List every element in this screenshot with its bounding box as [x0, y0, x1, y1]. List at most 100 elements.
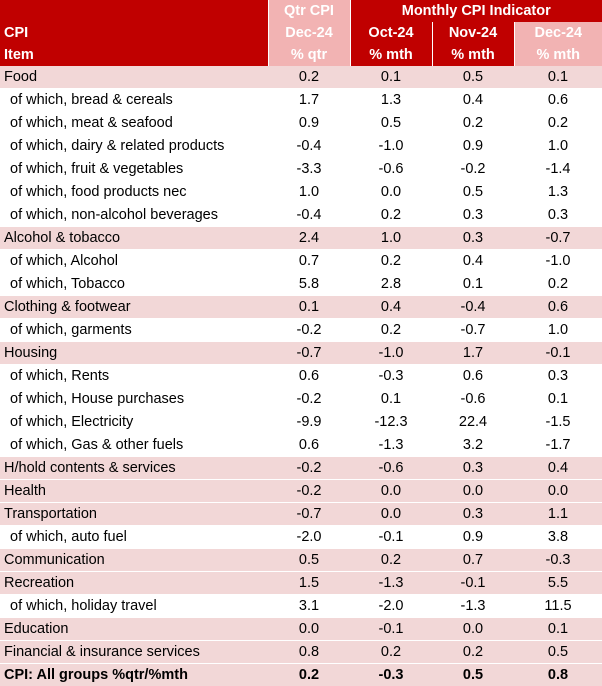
row-value-qtr: -0.7	[268, 342, 350, 365]
row-value-oct: 0.4	[350, 296, 432, 319]
row-value-nov: 22.4	[432, 411, 514, 434]
row-value-nov: 0.5	[432, 181, 514, 204]
row-value-nov: 0.6	[432, 365, 514, 388]
row-value-qtr: 0.5	[268, 549, 350, 572]
row-value-dec: -1.4	[514, 158, 602, 181]
row-value-nov: 0.1	[432, 273, 514, 296]
total-oct-value: -0.3	[350, 664, 432, 686]
row-label: Transportation	[0, 503, 268, 526]
header-item-label: Item	[0, 44, 268, 66]
row-value-qtr: -0.2	[268, 319, 350, 342]
row-value-dec: 3.8	[514, 526, 602, 549]
row-value-oct: 0.0	[350, 480, 432, 503]
row-value-qtr: 0.9	[268, 112, 350, 135]
row-value-qtr: 0.8	[268, 641, 350, 664]
row-value-dec: 1.0	[514, 135, 602, 158]
row-value-dec: -1.5	[514, 411, 602, 434]
row-value-qtr: -0.4	[268, 135, 350, 158]
row-value-qtr: -0.2	[268, 480, 350, 503]
row-value-qtr: 0.0	[268, 618, 350, 641]
row-value-dec: 5.5	[514, 572, 602, 595]
row-value-qtr: 0.1	[268, 296, 350, 319]
row-value-qtr: -0.7	[268, 503, 350, 526]
row-value-qtr: -0.4	[268, 204, 350, 227]
row-value-oct: 0.5	[350, 112, 432, 135]
row-value-oct: 0.0	[350, 503, 432, 526]
table-footer: CPI: All groups %qtr/%mth 0.2 -0.3 0.5 0…	[0, 664, 602, 686]
row-value-dec: 1.0	[514, 319, 602, 342]
row-label: of which, holiday travel	[0, 595, 268, 618]
row-value-dec: 0.0	[514, 480, 602, 503]
row-label: of which, Tobacco	[0, 273, 268, 296]
row-value-oct: 2.8	[350, 273, 432, 296]
row-value-oct: 0.1	[350, 66, 432, 89]
row-value-dec: -1.0	[514, 250, 602, 273]
row-value-qtr: 0.6	[268, 434, 350, 457]
row-value-oct: -0.3	[350, 365, 432, 388]
row-label: of which, dairy & related products	[0, 135, 268, 158]
row-label: of which, meat & seafood	[0, 112, 268, 135]
header-monthly-indicator: Monthly CPI Indicator	[350, 0, 602, 22]
row-value-dec: 1.3	[514, 181, 602, 204]
row-value-qtr: 5.8	[268, 273, 350, 296]
row-label: Recreation	[0, 572, 268, 595]
header-qtr-cpi: Qtr CPI	[268, 0, 350, 22]
row-value-oct: -1.0	[350, 135, 432, 158]
total-label: CPI: All groups %qtr/%mth	[0, 664, 268, 686]
row-value-nov: 3.2	[432, 434, 514, 457]
row-value-oct: 1.3	[350, 89, 432, 112]
header-nov-period: Nov-24	[432, 22, 514, 44]
row-label: Financial & insurance services	[0, 641, 268, 664]
header-qtr-unit: % qtr	[268, 44, 350, 66]
header-oct-unit: % mth	[350, 44, 432, 66]
row-value-oct: 0.1	[350, 388, 432, 411]
table-row-child: of which, fruit & vegetables-3.3-0.6-0.2…	[0, 158, 602, 181]
row-value-oct: -0.1	[350, 618, 432, 641]
row-value-dec: -0.1	[514, 342, 602, 365]
row-value-nov: 0.4	[432, 250, 514, 273]
header-row-3: Item % qtr % mth % mth % mth	[0, 44, 602, 66]
row-value-qtr: 0.2	[268, 66, 350, 89]
row-value-nov: 0.5	[432, 66, 514, 89]
row-value-oct: 0.0	[350, 181, 432, 204]
row-label: of which, garments	[0, 319, 268, 342]
row-value-oct: 0.2	[350, 641, 432, 664]
header-dec-unit: % mth	[514, 44, 602, 66]
row-value-qtr: 1.0	[268, 181, 350, 204]
row-value-qtr: 0.6	[268, 365, 350, 388]
row-label: of which, non-alcohol beverages	[0, 204, 268, 227]
row-label: of which, bread & cereals	[0, 89, 268, 112]
total-row: CPI: All groups %qtr/%mth 0.2 -0.3 0.5 0…	[0, 664, 602, 686]
row-value-qtr: -2.0	[268, 526, 350, 549]
row-value-oct: -2.0	[350, 595, 432, 618]
row-value-dec: -0.7	[514, 227, 602, 250]
total-qtr-value: 0.2	[268, 664, 350, 686]
row-label: of which, Alcohol	[0, 250, 268, 273]
row-label: Food	[0, 66, 268, 89]
row-value-nov: -0.6	[432, 388, 514, 411]
cpi-table-container: Qtr CPI Monthly CPI Indicator CPI Dec-24…	[0, 0, 602, 662]
header-qtr-period: Dec-24	[268, 22, 350, 44]
header-cpi-label: CPI	[0, 22, 268, 44]
row-label: of which, auto fuel	[0, 526, 268, 549]
row-value-dec: 0.1	[514, 66, 602, 89]
row-value-qtr: -3.3	[268, 158, 350, 181]
row-value-qtr: -0.2	[268, 388, 350, 411]
row-label: of which, Gas & other fuels	[0, 434, 268, 457]
